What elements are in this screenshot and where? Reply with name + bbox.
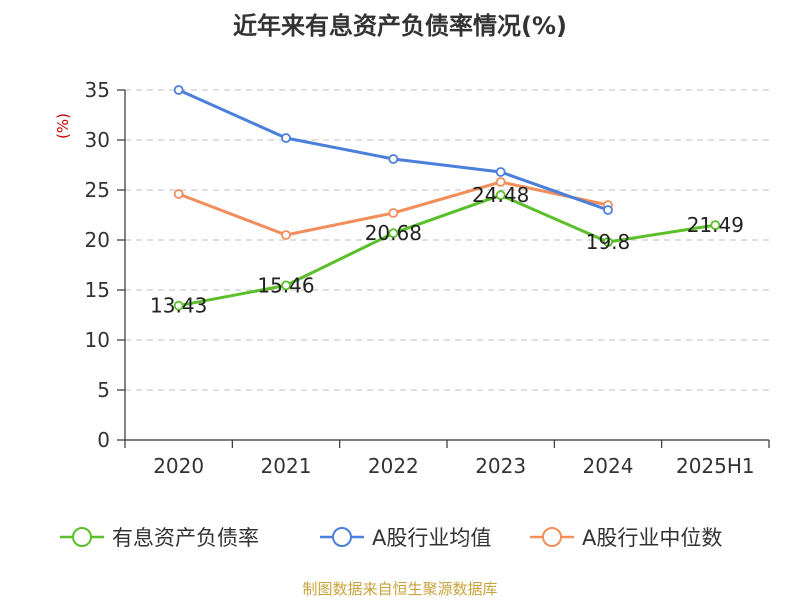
- y-tick-label: 10: [85, 328, 110, 352]
- legend-marker: [332, 527, 352, 547]
- y-tick-label: 0: [97, 428, 110, 452]
- data-point[interactable]: [388, 228, 399, 239]
- series-group: [173, 85, 721, 311]
- legend-marker: [72, 527, 92, 547]
- data-label: 13.43: [150, 294, 207, 318]
- series-line: [178, 193, 716, 308]
- data-point[interactable]: [281, 230, 291, 240]
- data-point[interactable]: [173, 189, 184, 199]
- x-tick-label: 2024: [583, 454, 634, 478]
- y-tick-label: 35: [85, 78, 110, 102]
- x-tick-label: 2025H1: [676, 454, 755, 478]
- legend-item[interactable]: 有息资产负债率: [60, 526, 259, 550]
- data-label: 19.8: [586, 230, 631, 254]
- data-point[interactable]: [603, 205, 613, 215]
- data-point[interactable]: [495, 167, 506, 177]
- data-point[interactable]: [173, 85, 184, 95]
- legend-marker: [542, 527, 562, 547]
- legend-label: A股行业中位数: [582, 526, 722, 550]
- data-label: 21.49: [687, 213, 744, 237]
- source-note: 制图数据来自恒生聚源数据库: [302, 580, 497, 598]
- axes: 0 5 10 15 20 25 30 35 2020 2021 2022 2023 2024 2025H1: [85, 78, 770, 478]
- x-tick-label: 2021: [261, 454, 312, 478]
- data-point[interactable]: [173, 300, 184, 311]
- y-axis-label: (%): [54, 113, 72, 139]
- data-label: 15.46: [257, 273, 314, 297]
- data-point[interactable]: [281, 280, 291, 291]
- data-point[interactable]: [495, 190, 506, 201]
- y-tick-label: 15: [85, 278, 110, 302]
- legend-item[interactable]: A股行业中位数: [530, 526, 722, 550]
- y-tick-label: 25: [85, 178, 110, 202]
- data-point[interactable]: [710, 220, 721, 231]
- y-tick-label: 5: [97, 378, 110, 402]
- chart-title: 近年来有息资产负债率情况(%): [233, 12, 567, 40]
- data-point[interactable]: [603, 237, 613, 247]
- x-tick-label: 2023: [475, 454, 526, 478]
- legend-label: A股行业均值: [372, 526, 491, 550]
- x-tick-label: 2020: [153, 454, 204, 478]
- x-tick-label: 2022: [368, 454, 419, 478]
- grid: [125, 89, 769, 391]
- y-tick-label: 30: [85, 128, 110, 152]
- data-labels: 13.43 15.46 20.68 24.48 19.8 21.49: [150, 183, 744, 318]
- data-label: 20.68: [365, 221, 422, 245]
- legend-item[interactable]: A股行业均值: [320, 526, 491, 550]
- legend-label: 有息资产负债率: [112, 526, 259, 550]
- legend[interactable]: 有息资产负债率 A股行业均值 A股行业中位数: [60, 526, 722, 550]
- data-label: 24.48: [472, 183, 529, 207]
- data-point[interactable]: [388, 154, 399, 164]
- y-tick-label: 20: [85, 228, 110, 252]
- data-point[interactable]: [281, 133, 291, 143]
- data-point[interactable]: [388, 208, 399, 218]
- data-point[interactable]: [495, 177, 506, 187]
